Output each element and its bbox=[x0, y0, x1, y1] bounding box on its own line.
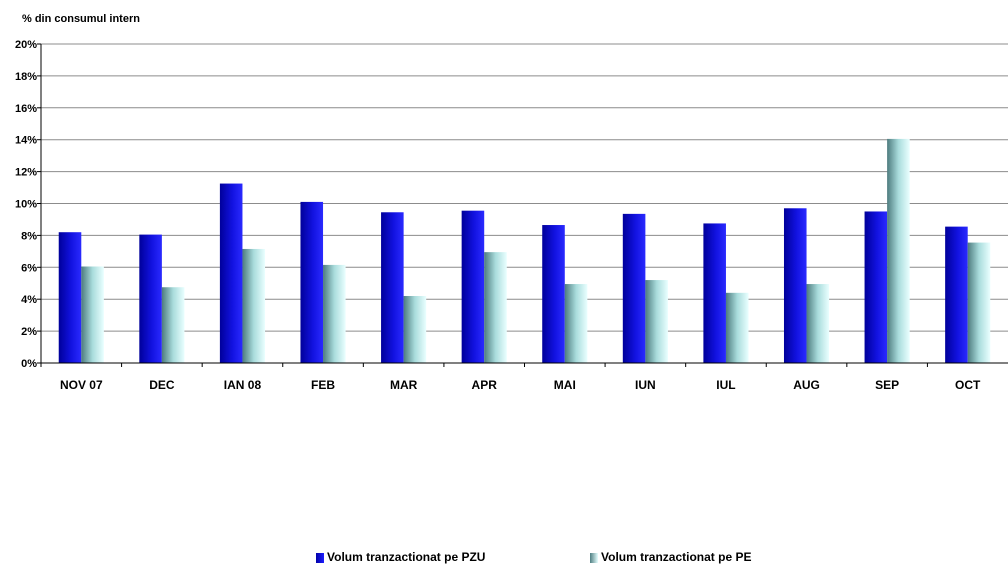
y-tick-label: 6% bbox=[21, 262, 37, 274]
chart-legend: Volum tranzactionat pe PZU Volum tranzac… bbox=[0, 550, 1008, 567]
y-tick-label: 20% bbox=[15, 39, 37, 51]
bar-pe bbox=[645, 280, 668, 363]
y-tick-label: 4% bbox=[21, 294, 37, 306]
bar-pzu bbox=[300, 201, 324, 363]
x-tick-label: AUG bbox=[793, 378, 820, 392]
legend-label-pe: Volum tranzactionat pe PE bbox=[601, 550, 752, 564]
y-axis-title: % din consumul intern bbox=[22, 13, 140, 25]
legend-swatch-pzu bbox=[316, 553, 324, 563]
bar-pe bbox=[564, 284, 588, 363]
bar-pe bbox=[81, 266, 104, 363]
x-tick-label: IUL bbox=[716, 378, 735, 392]
x-tick-label: APR bbox=[472, 378, 498, 392]
legend-item-pe: Volum tranzactionat pe PE bbox=[590, 550, 751, 564]
bar-pzu bbox=[783, 208, 807, 363]
x-tick-label: NOV 07 bbox=[60, 378, 103, 392]
y-tick-label: 8% bbox=[21, 230, 37, 242]
bar-pzu bbox=[219, 183, 243, 363]
bar-pzu bbox=[461, 210, 485, 363]
bar-pzu bbox=[622, 213, 646, 363]
x-tick-label: MAR bbox=[390, 378, 418, 392]
x-tick-label: OCT bbox=[955, 378, 981, 392]
y-tick-label: 2% bbox=[21, 326, 37, 338]
x-tick-label: SEP bbox=[875, 378, 899, 392]
bar-pe bbox=[403, 296, 427, 363]
bar-pe bbox=[323, 264, 346, 363]
y-tick-label: 12% bbox=[15, 167, 37, 179]
x-tick-label: FEB bbox=[311, 378, 335, 392]
y-tick-label: 16% bbox=[15, 103, 37, 115]
bar-pzu bbox=[542, 225, 565, 363]
y-tick-label: 0% bbox=[21, 358, 37, 370]
bar-pzu bbox=[381, 212, 404, 363]
bar-pe bbox=[242, 248, 266, 363]
y-tick-label: 18% bbox=[15, 71, 37, 83]
x-tick-label: MAI bbox=[554, 378, 576, 392]
bar-pe bbox=[161, 287, 185, 363]
bar-pzu bbox=[139, 234, 162, 363]
y-tick-label: 10% bbox=[15, 199, 37, 211]
legend-swatch-pe bbox=[590, 553, 598, 563]
y-tick-label: 14% bbox=[15, 135, 37, 147]
legend-item-pzu: Volum tranzactionat pe PZU bbox=[316, 550, 485, 564]
x-tick-label: DEC bbox=[149, 378, 175, 392]
bar-pzu bbox=[945, 226, 968, 363]
legend-label-pzu: Volum tranzactionat pe PZU bbox=[327, 550, 486, 564]
bar-pe bbox=[725, 292, 749, 363]
bar-pe bbox=[887, 138, 910, 363]
bar-pe bbox=[967, 242, 991, 363]
bar-pzu bbox=[703, 223, 726, 363]
bar-pzu bbox=[864, 211, 888, 363]
bar-pzu bbox=[58, 232, 82, 363]
bar-pe bbox=[484, 252, 507, 363]
x-tick-label: IUN bbox=[635, 378, 656, 392]
bar-pe bbox=[806, 284, 830, 363]
x-tick-label: IAN 08 bbox=[224, 378, 262, 392]
